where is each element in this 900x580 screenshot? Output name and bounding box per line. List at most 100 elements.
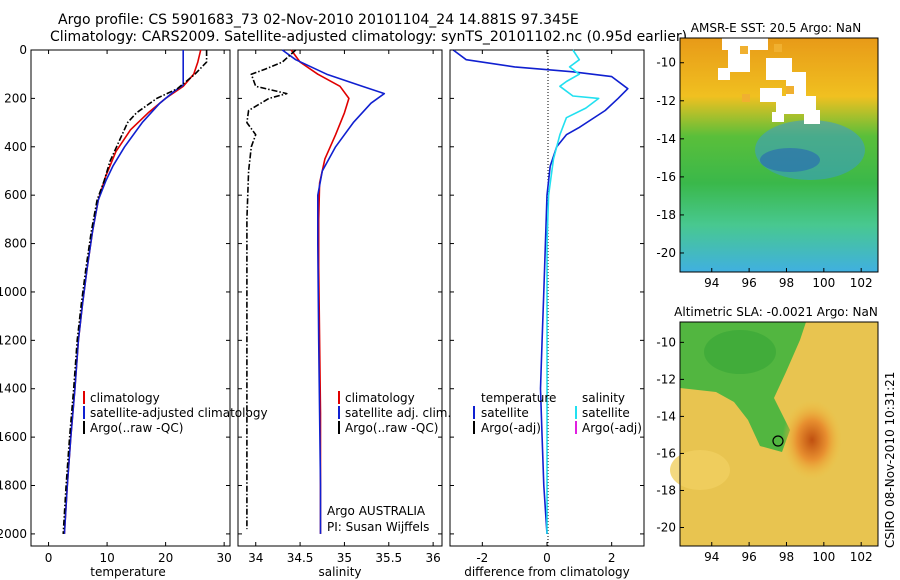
x-tick-label: 30 — [217, 551, 232, 565]
depth-axis: 0 200 400 600 800 1000 1200 1400 1600 1800 2000 — [0, 43, 230, 541]
sla-map-y-axis: -10 -12 -14 -16 -18 -20 — [656, 335, 684, 534]
legend-argo-label: Argo(..raw -QC) — [345, 421, 438, 435]
difference-legend: temperature satellite Argo(-adj) salinit… — [473, 391, 642, 435]
temperature-legend: climatology satellite-adjusted climatolo… — [83, 391, 268, 435]
sst-map-y-axis: -10 -12 -14 -16 -18 -20 — [656, 56, 684, 260]
series-line-satellite — [452, 49, 629, 534]
sla-high-patch — [670, 450, 730, 490]
x-tick-label: 0 — [543, 551, 551, 565]
y-tick-label: 1400 — [0, 382, 27, 396]
map-y-tick-label: -18 — [656, 208, 676, 222]
salinity-x-axis: 34 34.5 35 35.5 36 — [248, 50, 441, 565]
x-tick-label: 10 — [99, 551, 114, 565]
legend-climatology-label: climatology — [90, 391, 160, 405]
y-tick-label: 1000 — [0, 285, 27, 299]
legend-sal-satellite-label: satellite — [582, 406, 630, 420]
float-owner-annotation: Argo AUSTRALIA — [327, 504, 426, 518]
map-x-tick-label: 94 — [704, 276, 719, 290]
temperature-panel: 0 200 400 600 800 1000 1200 1400 1600 1800 2000 0 1… — [0, 43, 268, 579]
figure-title-line-1: Argo profile: CS 5901683_73 02-Nov-2010 … — [58, 12, 579, 28]
argo-float-position-marker — [772, 435, 784, 447]
map-y-tick-label: -14 — [656, 409, 676, 423]
sla-map-frame — [679, 321, 879, 547]
series-line-satellite-adj-clim- — [281, 49, 386, 534]
x-tick-label: 36 — [425, 551, 440, 565]
y-tick-label: 1200 — [0, 333, 27, 347]
salinity-axes-box — [237, 49, 443, 547]
sla-map-x-axis: 94 96 98 100 102 — [704, 542, 873, 564]
y-tick-label: 200 — [4, 91, 27, 105]
legend-sal-argo-label: Argo(-adj) — [582, 421, 642, 435]
sla-positive-eddy — [782, 400, 842, 480]
map-y-tick-label: -20 — [656, 246, 676, 260]
legend-salinity-heading: salinity — [582, 391, 625, 405]
series-line-climatology — [290, 49, 350, 534]
map-x-tick-label: 94 — [704, 550, 719, 564]
difference-xlabel: difference from climatology — [464, 565, 630, 579]
map-x-tick-label: 98 — [779, 276, 794, 290]
map-y-tick-label: -16 — [656, 446, 676, 460]
series-line-argo-raw-qc- — [246, 49, 297, 530]
y-tick-label: 1600 — [0, 430, 27, 444]
y-tick-label: 1800 — [0, 479, 27, 493]
temperature-axes-box — [30, 49, 231, 547]
map-x-tick-label: 102 — [850, 550, 873, 564]
sla-map: Altimetric SLA: -0.0021 Argo: NaN 94 96 98… — [656, 305, 879, 564]
legend-temperature-heading: temperature — [481, 391, 556, 405]
figure-title-line-2: Climatology: CARS2009. Satellite-adjuste… — [50, 29, 688, 45]
x-tick-label: 35 — [337, 551, 352, 565]
x-tick-label: 20 — [158, 551, 173, 565]
sst-missing-data-mask — [718, 38, 820, 124]
legend-temp-argo-label: Argo(-adj) — [481, 421, 541, 435]
x-tick-label: 35.5 — [375, 551, 402, 565]
sla-map-title: Altimetric SLA: -0.0021 Argo: NaN — [674, 305, 878, 319]
map-x-tick-label: 100 — [812, 550, 835, 564]
map-y-tick-label: -16 — [656, 170, 676, 184]
map-x-tick-label: 96 — [741, 276, 756, 290]
x-tick-label: 0 — [45, 551, 53, 565]
sst-map: AMSR-E SST: 20.5 Argo: NaN 94 96 98 100 102 … — [656, 21, 879, 290]
salinity-legend: climatology satellite adj. clim. Argo(..… — [327, 391, 451, 534]
legend-climatology-label: climatology — [345, 391, 415, 405]
sla-low-core — [704, 330, 776, 374]
map-x-tick-label: 96 — [741, 550, 756, 564]
y-tick-label: 400 — [4, 140, 27, 154]
sst-map-x-axis: 94 96 98 100 102 — [704, 268, 873, 290]
legend-argo-label: Argo(..raw -QC) — [90, 421, 183, 435]
x-tick-label: -2 — [476, 551, 488, 565]
sst-artifact-pixels — [740, 44, 794, 102]
series-line-satellite-adjusted-climatology — [63, 50, 184, 534]
map-x-tick-label: 98 — [779, 550, 794, 564]
series-line-argo-raw-qc- — [62, 50, 208, 534]
map-y-tick-label: -20 — [656, 520, 676, 534]
legend-temp-satellite-label: satellite — [481, 406, 529, 420]
difference-x-axis: -2 0 2 — [476, 50, 615, 565]
map-x-tick-label: 102 — [850, 276, 873, 290]
map-y-tick-label: -14 — [656, 132, 676, 146]
x-tick-label: 2 — [608, 551, 616, 565]
legend-satellite-label: satellite-adjusted climatology — [90, 406, 268, 420]
sst-map-title: AMSR-E SST: 20.5 Argo: NaN — [691, 21, 861, 35]
map-y-tick-label: -10 — [656, 335, 676, 349]
map-y-tick-label: -18 — [656, 483, 676, 497]
series-line-satellite — [546, 49, 600, 534]
salinity-panel: 34 34.5 35 35.5 36 climatology satellite adj… — [237, 49, 451, 579]
sst-cold-core — [760, 148, 820, 172]
sst-cool-patch — [755, 120, 865, 180]
map-x-tick-label: 100 — [812, 276, 835, 290]
y-tick-label: 0 — [19, 43, 27, 57]
y-tick-label: 2000 — [0, 527, 27, 541]
sst-map-frame — [679, 37, 879, 273]
y-tick-label: 800 — [4, 237, 27, 251]
legend-satellite-label: satellite adj. clim. — [345, 406, 451, 420]
creation-stamp: CSIRO 08-Nov-2010 10:31:21 — [883, 372, 897, 548]
temperature-xlabel: temperature — [90, 565, 165, 579]
x-tick-label: 34 — [248, 551, 263, 565]
map-y-tick-label: -12 — [656, 94, 676, 108]
map-y-tick-label: -12 — [656, 372, 676, 386]
map-y-tick-label: -10 — [656, 56, 676, 70]
difference-panel: -2 0 2 temperature satellite Argo(-adj) sa… — [449, 49, 645, 579]
y-tick-label: 600 — [4, 188, 27, 202]
x-tick-label: 34.5 — [287, 551, 314, 565]
